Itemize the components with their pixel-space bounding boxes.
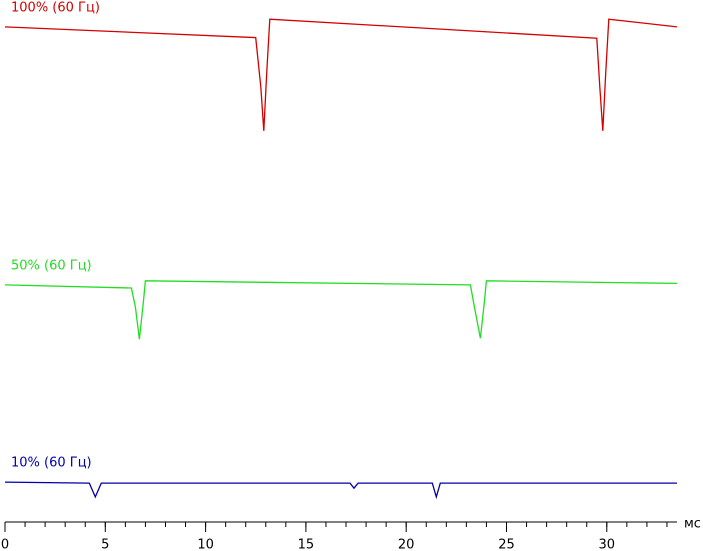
x-tick-label: 5 xyxy=(101,538,109,551)
x-tick-label: 25 xyxy=(498,538,515,551)
x-tick-label: 20 xyxy=(398,538,415,551)
x-axis-label: мс xyxy=(684,517,701,532)
series-label: 50% (60 Гц) xyxy=(11,258,92,273)
x-tick-label: 15 xyxy=(298,538,315,551)
series-label: 100% (60 Гц) xyxy=(11,0,100,15)
trace xyxy=(4,481,677,500)
trace xyxy=(4,18,678,131)
x-tick-label: 0 xyxy=(1,538,9,551)
series-label: 10% (60 Гц) xyxy=(11,456,92,471)
x-tick-label: 30 xyxy=(599,538,616,551)
trace xyxy=(4,280,678,340)
x-tick-label: 10 xyxy=(197,538,214,551)
